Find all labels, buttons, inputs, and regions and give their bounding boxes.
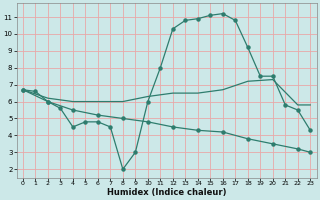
X-axis label: Humidex (Indice chaleur): Humidex (Indice chaleur) — [107, 188, 226, 197]
